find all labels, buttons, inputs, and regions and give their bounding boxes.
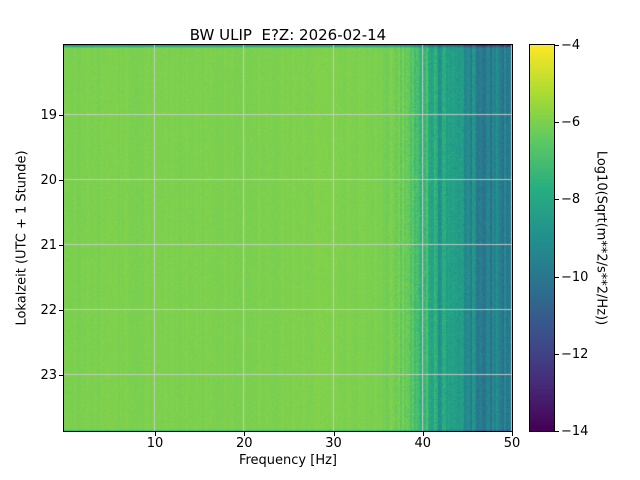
- x-tick-mark: [244, 432, 246, 436]
- y-tick-label: 20: [40, 173, 57, 189]
- colorbar-tick-mark: [555, 353, 559, 355]
- y-tick-mark: [59, 310, 63, 312]
- colorbar-tick-label: −10: [561, 269, 589, 285]
- colorbar-tick-label: −14: [561, 424, 589, 439]
- x-tick-label: 10: [146, 436, 164, 451]
- colorbar-tick-label: −4: [561, 38, 581, 53]
- colorbar-tick-mark: [555, 45, 559, 46]
- x-tick-mark: [422, 432, 424, 436]
- colorbar-canvas: [529, 44, 555, 432]
- y-tick-mark: [59, 245, 63, 247]
- spectrogram-canvas: [63, 44, 513, 432]
- colorbar-tick-label: −8: [561, 192, 581, 208]
- y-tick-label: 21: [40, 238, 57, 254]
- chart-title: BW ULIP E?Z: 2026-02-14: [189, 26, 387, 44]
- colorbar-tick-mark: [555, 122, 559, 124]
- y-tick-mark: [59, 180, 63, 182]
- y-tick-label: 22: [40, 303, 57, 319]
- colorbar-tick-mark: [555, 276, 559, 278]
- y-tick-mark: [59, 115, 63, 117]
- x-tick-mark: [512, 432, 513, 436]
- y-tick-mark: [59, 375, 63, 377]
- y-tick-label: 19: [40, 108, 57, 124]
- colorbar-tick-mark: [555, 199, 559, 201]
- colorbar-tick-label: −6: [561, 115, 581, 131]
- x-axis-label: Frequency [Hz]: [238, 453, 338, 468]
- x-tick-label: 40: [414, 436, 432, 451]
- x-tick-label: 50: [503, 436, 521, 451]
- x-tick-mark: [333, 432, 335, 436]
- y-tick-label: 23: [40, 368, 57, 384]
- x-tick-label: 20: [235, 436, 253, 451]
- x-tick-label: 30: [325, 436, 342, 451]
- x-tick-mark: [155, 432, 157, 436]
- colorbar-tick-label: −12: [561, 346, 589, 362]
- colorbar-tick-mark: [555, 431, 559, 432]
- colorbar-label: Log10(Sqrt(m**2/s**2/Hz)): [593, 150, 609, 326]
